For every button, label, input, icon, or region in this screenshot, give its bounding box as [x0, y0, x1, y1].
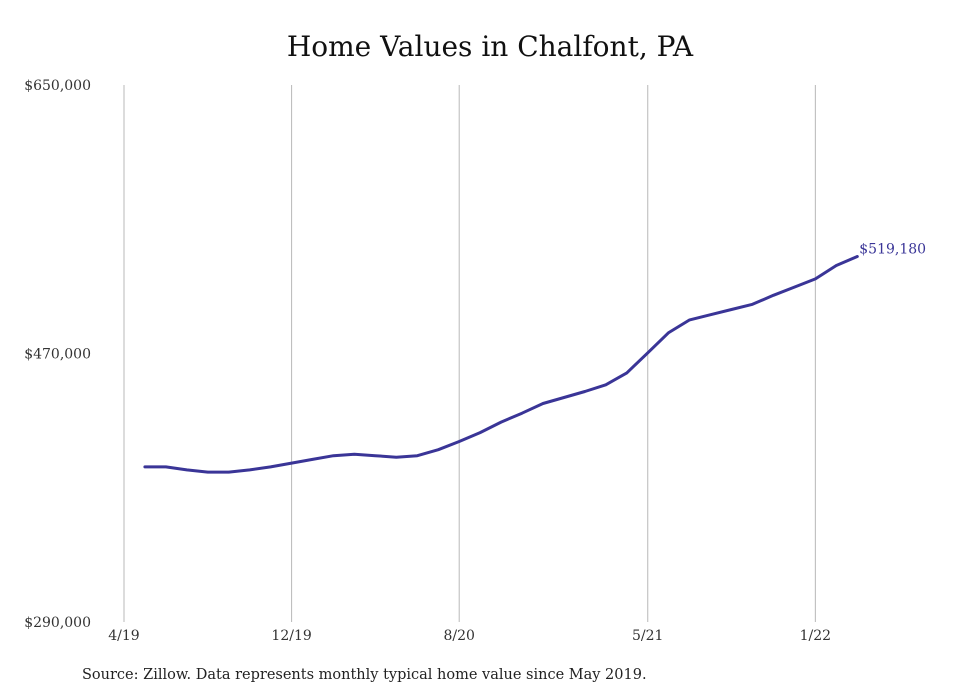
- data-point: [332, 454, 335, 457]
- data-point: [374, 454, 377, 457]
- data-point: [583, 390, 587, 393]
- grid-lines: [123, 85, 816, 622]
- x-tick-label: 12/19: [271, 628, 311, 644]
- data-point: [730, 308, 733, 311]
- data-point: [646, 351, 649, 354]
- data-point: [227, 470, 230, 474]
- x-tick-label: 1/22: [800, 628, 831, 644]
- data-point: [709, 313, 712, 316]
- data-point: [772, 294, 775, 297]
- data-point: [499, 420, 503, 424]
- data-point: [311, 458, 314, 461]
- data-point: [185, 468, 188, 472]
- data-point: [751, 303, 754, 306]
- series-lines: [143, 255, 859, 474]
- y-tick-label: $650,000: [24, 78, 91, 94]
- data-point: [667, 331, 670, 334]
- data-labels: $519,180: [859, 242, 926, 258]
- data-point: [688, 318, 691, 322]
- y-tick-label: $470,000: [24, 347, 91, 363]
- data-point: [520, 412, 524, 415]
- data-point: [248, 468, 251, 472]
- data-point: [835, 264, 838, 267]
- data-point: [604, 383, 607, 386]
- data-point: [143, 465, 147, 469]
- data-point: [856, 255, 859, 258]
- source-note: Source: Zillow. Data represents monthly …: [82, 667, 647, 683]
- x-tick-label: 4/19: [108, 628, 139, 644]
- data-point: [793, 285, 796, 289]
- data-point: [206, 470, 209, 474]
- data-point: [541, 402, 545, 405]
- x-tick-label: 8/20: [443, 628, 474, 644]
- data-point: [395, 456, 398, 459]
- data-point: [164, 465, 168, 469]
- data-point: [269, 465, 272, 469]
- data-point: [290, 461, 293, 465]
- series-line: [143, 255, 859, 474]
- data-point: [625, 371, 628, 375]
- data-point: [437, 448, 440, 451]
- data-point: [458, 440, 461, 443]
- end-value-label: $519,180: [859, 242, 926, 258]
- data-point: [416, 454, 419, 457]
- data-point: [353, 453, 356, 456]
- y-tick-label: $290,000: [24, 615, 91, 631]
- axis-labels: 4/19 12/19 8/20 5/21 1/22 $290,000 $470,000 $65…: [24, 78, 831, 644]
- data-point: [562, 396, 566, 399]
- data-point: [814, 277, 817, 281]
- x-tick-label: 5/21: [632, 628, 663, 644]
- chart-title: Home Values in Chalfont, PA: [286, 30, 694, 63]
- data-point: [478, 431, 482, 434]
